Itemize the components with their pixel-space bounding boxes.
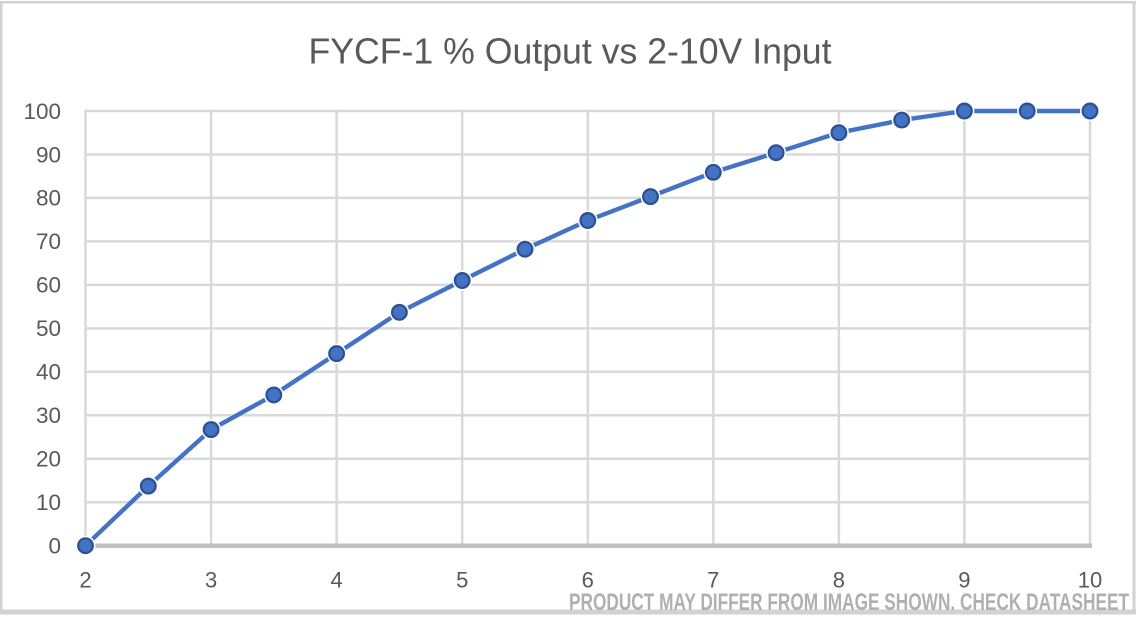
- svg-text:2: 2: [79, 568, 91, 593]
- svg-text:6: 6: [582, 568, 594, 593]
- svg-text:20: 20: [36, 447, 61, 472]
- svg-text:4: 4: [330, 568, 342, 593]
- svg-text:FYCF-1 % Output vs 2-10V Input: FYCF-1 % Output vs 2-10V Input: [309, 31, 832, 72]
- svg-text:100: 100: [23, 99, 61, 124]
- svg-text:70: 70: [36, 229, 61, 254]
- svg-text:PRODUCT MAY DIFFER FROM IMAGE: PRODUCT MAY DIFFER FROM IMAGE SHOWN. CHE…: [569, 589, 1129, 616]
- svg-text:10: 10: [36, 490, 61, 515]
- svg-text:3: 3: [205, 568, 217, 593]
- svg-text:30: 30: [36, 403, 61, 428]
- svg-text:7: 7: [707, 568, 719, 593]
- svg-text:5: 5: [456, 568, 468, 593]
- svg-text:10: 10: [1078, 568, 1102, 593]
- svg-text:60: 60: [36, 273, 61, 298]
- svg-text:9: 9: [958, 568, 970, 593]
- svg-text:90: 90: [36, 142, 61, 167]
- svg-text:8: 8: [833, 568, 845, 593]
- svg-text:0: 0: [48, 534, 61, 559]
- svg-text:40: 40: [36, 360, 61, 385]
- svg-text:50: 50: [36, 316, 61, 341]
- svg-text:80: 80: [36, 186, 61, 211]
